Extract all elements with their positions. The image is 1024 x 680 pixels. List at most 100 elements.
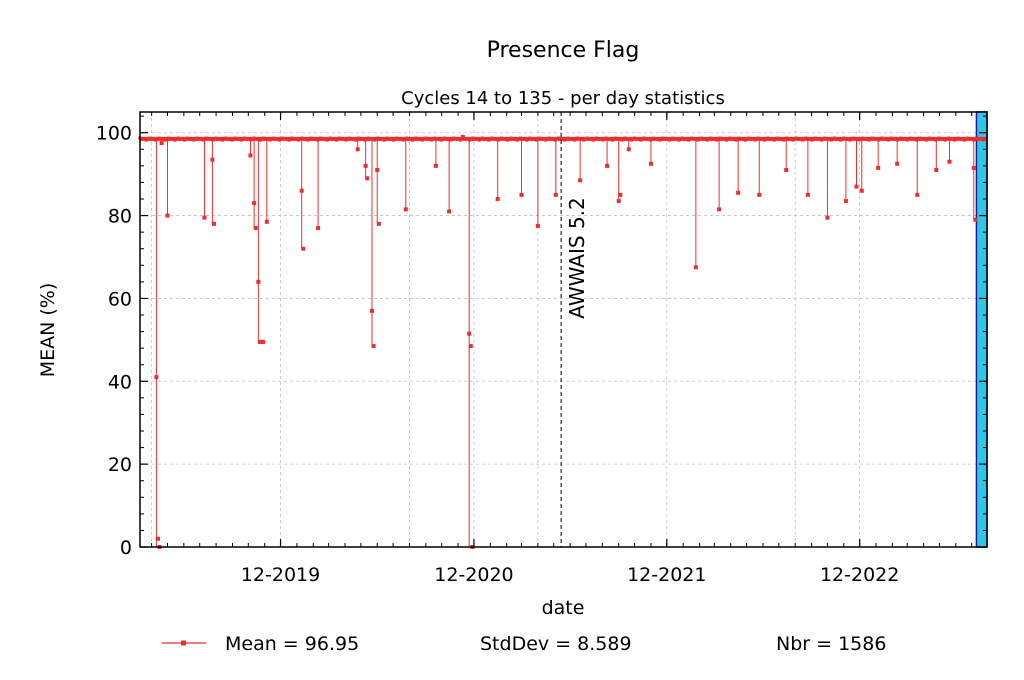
data-point [547,136,551,140]
data-point [864,137,868,141]
data-point [376,136,380,140]
data-point [353,138,358,142]
data-point [626,137,630,141]
data-point [506,138,510,142]
data-point [239,138,244,142]
data-point [157,136,161,140]
chart-title: Presence Flag [487,38,640,63]
data-point [823,136,827,140]
data-point [220,138,225,142]
data-point [423,136,427,140]
chart-subtitle: Cycles 14 to 135 - per day statistics [401,88,725,109]
data-point [832,136,836,140]
data-point [155,536,160,541]
data-point [363,163,368,168]
data-point [598,137,602,141]
data-point [969,137,973,141]
data-point [839,138,843,142]
data-point [975,136,979,140]
data-point [740,137,744,141]
data-point [648,161,653,166]
data-point [791,138,795,142]
data-point [315,138,320,142]
data-point [258,138,263,142]
data-point [886,138,890,142]
data-point [464,137,469,141]
data-point [328,136,332,140]
data-point [309,136,313,140]
data-point [946,136,951,140]
data-point [355,147,360,152]
data-point [867,138,871,142]
data-point [943,138,947,142]
data-point [845,137,849,141]
data-point [147,136,152,140]
data-point [645,137,649,141]
data-point [281,136,285,140]
legend-mean: Mean = 96.95 [225,633,359,655]
data-point [616,199,621,204]
data-point [202,215,207,220]
data-point [702,137,706,141]
data-point [804,136,808,140]
data-point [252,136,256,140]
data-point [496,138,500,142]
data-point [217,137,221,141]
data-point [401,138,405,142]
data-point [360,137,364,141]
data-point [151,137,155,141]
data-point [204,136,209,140]
data-point [442,136,446,140]
data-point [385,136,389,140]
data-point [306,138,310,142]
data-point [632,136,637,140]
data-point [788,137,792,141]
data-point [369,308,374,313]
data-point [192,138,196,142]
data-point [655,137,659,141]
data-point [854,184,859,189]
data-point [693,265,698,270]
data-point [680,136,684,140]
data-point [170,137,174,141]
data-point [512,137,516,141]
y-tick-label: 40 [108,371,132,393]
data-point [962,138,966,142]
legend: Mean = 96.95 StdDev = 8.589 Nbr = 1586 [162,633,886,655]
data-point [256,279,261,284]
data-point [889,136,893,140]
data-point [607,137,611,141]
data-point [211,221,216,226]
data-point [166,136,171,140]
data-point [971,165,976,170]
data-point [794,136,798,140]
data-point [198,137,202,141]
data-point [677,138,681,142]
data-point [825,215,830,220]
data-point [842,136,846,140]
data-point [277,138,282,142]
data-point [661,136,665,140]
data-point [807,137,811,141]
data-point [388,137,393,141]
legend-stddev: StdDev = 8.589 [480,633,632,655]
data-point [829,138,833,142]
data-point [775,136,779,140]
data-point [414,136,418,140]
data-point [376,221,381,226]
data-point [227,137,231,141]
data-point [820,138,824,142]
data-point [664,137,668,141]
data-point [350,137,355,141]
data-point [759,137,763,141]
data-point [490,136,494,140]
data-point [322,137,326,141]
data-point [455,137,459,141]
data-point [253,226,258,230]
data-point [182,138,186,142]
data-point [762,138,767,142]
data-point [509,136,513,140]
data-point [293,137,297,141]
x-tick-label: 12-2019 [241,564,320,586]
data-point [572,138,576,142]
